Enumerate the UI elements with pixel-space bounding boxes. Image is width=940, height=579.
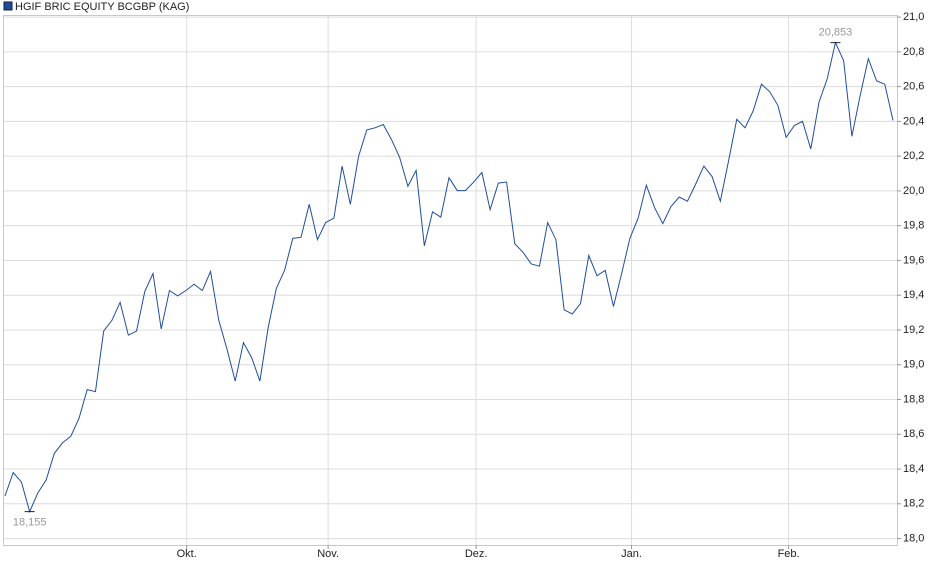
y-tick-label: 18,0: [903, 532, 924, 544]
x-tick-label: Feb.: [778, 548, 800, 560]
value-label: 20,853: [819, 27, 853, 39]
x-tick-label: Dez.: [465, 548, 488, 560]
series-line: [4, 41, 894, 514]
y-tick-label: 18,2: [903, 498, 924, 510]
y-tick-label: 20,8: [903, 46, 924, 58]
y-tick-label: 19,6: [903, 254, 924, 266]
y-tick-label: 20,6: [903, 81, 924, 93]
y-tick-label: 18,6: [903, 428, 924, 440]
y-tick-label: 20,0: [903, 185, 924, 197]
x-tick-label: Nov.: [317, 548, 339, 560]
y-tick-label: 18,4: [903, 463, 924, 475]
y-tick-label: 19,4: [903, 289, 924, 301]
legend-swatch: [3, 1, 13, 11]
legend-label: HGIF BRIC EQUITY BCGBP (KAG): [15, 1, 189, 13]
y-tick-label: 21,0: [903, 11, 924, 23]
y-tick-label: 19,0: [903, 359, 924, 371]
y-tick-label: 20,4: [903, 115, 924, 127]
y-tick-label: 19,2: [903, 324, 924, 336]
y-tick-label: 19,8: [903, 220, 924, 232]
y-tick-label: 20,2: [903, 150, 924, 162]
x-tick-label: Jan.: [621, 548, 642, 560]
x-tick-label: Okt.: [177, 548, 197, 560]
y-tick-label: 18,8: [903, 393, 924, 405]
plot-frame: [3, 15, 898, 546]
value-label: 18,155: [13, 517, 47, 529]
